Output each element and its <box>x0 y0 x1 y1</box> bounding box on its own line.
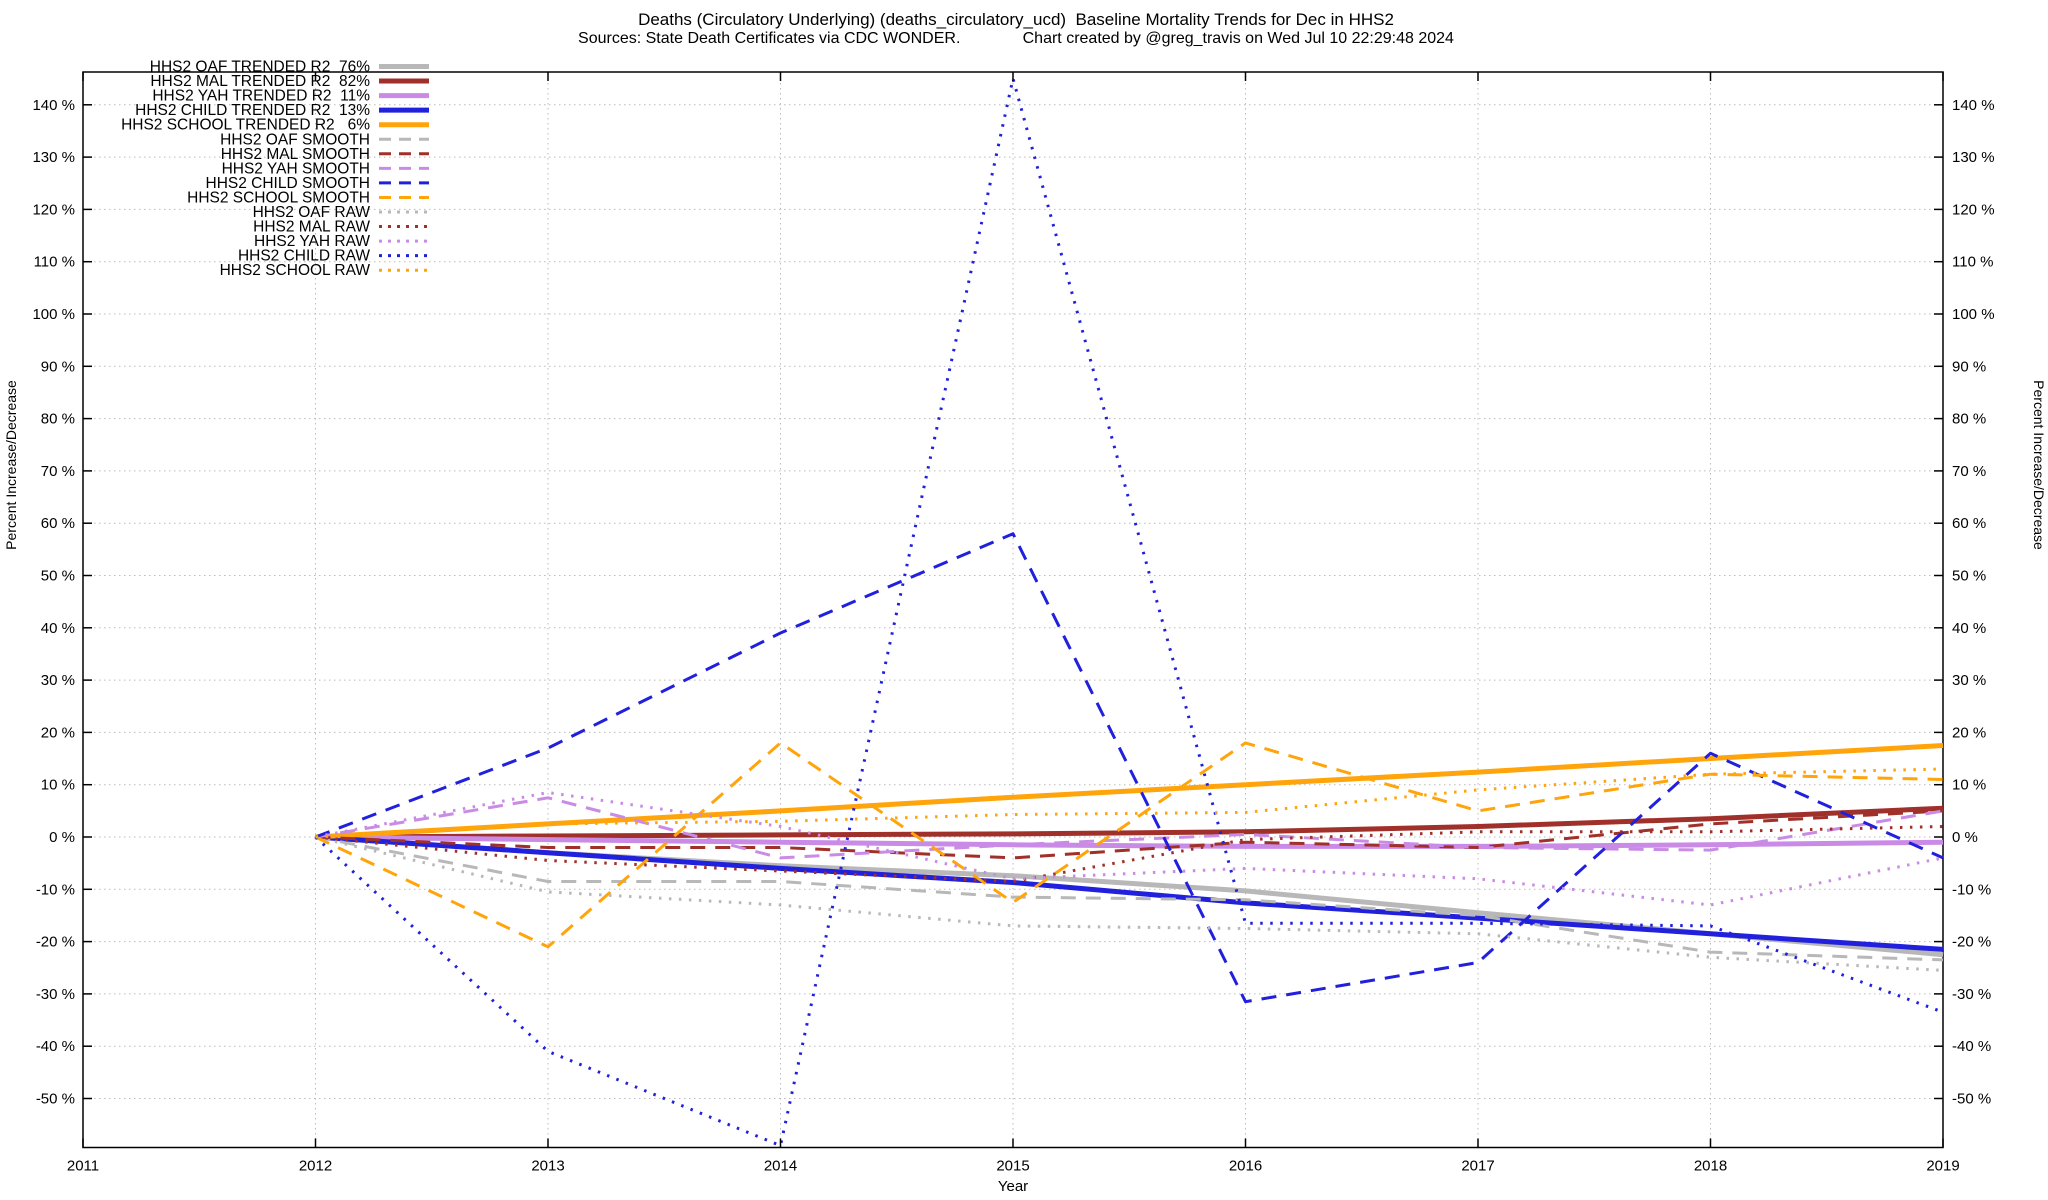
series-line-school-trended <box>315 743 1944 840</box>
axis-ticks <box>82 72 1944 1148</box>
y-tick-label-left: 80 % <box>41 411 75 428</box>
y-tick-label-left: 60 % <box>41 515 75 532</box>
legend-label-school-raw: HHS2 SCHOOL RAW <box>220 262 371 279</box>
y-tick-label-left: 120 % <box>32 201 75 218</box>
data-series <box>314 77 1944 1148</box>
y-tick-label-left: -50 % <box>36 1091 75 1108</box>
y-tick-label-left: -10 % <box>36 881 75 898</box>
y-tick-label-right: 20 % <box>1952 724 1986 741</box>
y-tick-label-left: -40 % <box>36 1038 75 1055</box>
series-line-child-smooth <box>314 532 1944 1004</box>
y-tick-label-right: -20 % <box>1952 934 1991 951</box>
y-tick-label-right: 40 % <box>1952 620 1986 637</box>
y-tick-label-right: 50 % <box>1952 568 1986 585</box>
x-tick-label: 2016 <box>1229 1158 1262 1175</box>
y-tick-label-right: 110 % <box>1952 254 1993 271</box>
legend-label-mal-trended: HHS2 MAL TRENDED R2 82% <box>150 73 370 90</box>
y-tick-label-right: 10 % <box>1952 777 1986 794</box>
y-tick-label-left: 40 % <box>41 620 75 637</box>
y-tick-label-right: -50 % <box>1952 1091 1991 1108</box>
series-line-mal-smooth <box>315 809 1944 860</box>
y-tick-label-right: 90 % <box>1952 358 1986 375</box>
series-line-yah-raw <box>315 791 1944 907</box>
y-tick-label-left: 70 % <box>41 463 75 480</box>
y-tick-label-right: 100 % <box>1952 306 1995 323</box>
y-tick-label-left: 50 % <box>41 568 75 585</box>
series-line-oaf-smooth <box>315 835 1944 962</box>
series-line-child-trended <box>315 834 1944 952</box>
series-line-school-raw <box>315 767 1944 839</box>
y-tick-label-right: 30 % <box>1952 672 1986 689</box>
legend-label-child-trended: HHS2 CHILD TRENDED R2 13% <box>135 102 370 119</box>
legend-label-oaf-raw: HHS2 OAF RAW <box>253 204 371 221</box>
series-line-yah-smooth <box>315 796 1944 860</box>
y-tick-label-left: 110 % <box>34 254 75 271</box>
axis-tick-labels: 140 % 140 % 130 % 130 % 120 % 120 % 110 % 110 %… <box>32 97 1994 1175</box>
legend-label-oaf-smooth: HHS2 OAF SMOOTH <box>220 131 370 148</box>
x-tick-label: 2013 <box>531 1158 564 1175</box>
y-axis-label-right: Percent Increase/Decrease <box>2031 380 2047 550</box>
y-tick-label-right: -30 % <box>1952 986 1991 1003</box>
y-tick-label-right: 80 % <box>1952 411 1986 428</box>
x-tick-label: 2018 <box>1694 1158 1727 1175</box>
chart-legend: HHS2 OAF TRENDED R2 76%HHS2 MAL TRENDED … <box>121 59 429 279</box>
legend-label-child-smooth: HHS2 CHILD SMOOTH <box>206 175 371 192</box>
y-tick-label-right: 120 % <box>1952 201 1995 218</box>
y-tick-label-left: 130 % <box>32 149 75 166</box>
x-tick-label: 2017 <box>1461 1158 1494 1175</box>
y-tick-label-left: 90 % <box>41 358 75 375</box>
x-tick-label: 2011 <box>67 1158 99 1175</box>
y-tick-label-left: 20 % <box>41 724 75 741</box>
legend-label-school-smooth: HHS2 SCHOOL SMOOTH <box>187 189 370 206</box>
x-axis-label: Year <box>998 1178 1028 1195</box>
legend-label-yah-trended: HHS2 YAH TRENDED R2 11% <box>152 88 370 105</box>
y-tick-label-left: -20 % <box>36 934 75 951</box>
y-tick-label-right: 70 % <box>1952 463 1986 480</box>
legend-label-mal-raw: HHS2 MAL RAW <box>253 219 370 236</box>
y-tick-label-right: 60 % <box>1952 515 1986 532</box>
legend-label-school-trended: HHS2 SCHOOL TRENDED R2 6% <box>121 117 370 134</box>
legend-label-child-raw: HHS2 CHILD RAW <box>238 248 370 265</box>
y-tick-label-left: 0 % <box>49 829 75 846</box>
x-tick-label: 2012 <box>299 1158 332 1175</box>
y-tick-label-left: 140 % <box>32 97 75 114</box>
chart-subtitle: Sources: State Death Certificates via CD… <box>578 30 1454 47</box>
series-line-mal-trended <box>315 805 1944 840</box>
chart-title: Deaths (Circulatory Underlying) (deaths_… <box>638 10 1394 29</box>
series-line-yah-trended <box>315 834 1944 849</box>
x-tick-label: 2019 <box>1926 1158 1959 1175</box>
y-tick-label-right: 140 % <box>1952 97 1995 114</box>
y-tick-label-left: 10 % <box>41 777 75 794</box>
y-tick-label-left: 100 % <box>32 306 75 323</box>
y-tick-label-right: -40 % <box>1952 1038 1991 1055</box>
series-line-mal-raw <box>315 825 1944 883</box>
x-tick-label: 2014 <box>764 1158 797 1175</box>
legend-label-yah-smooth: HHS2 YAH SMOOTH <box>222 160 370 177</box>
y-tick-label-left: 30 % <box>41 672 75 689</box>
y-tick-label-right: 0 % <box>1952 829 1978 846</box>
legend-label-oaf-trended: HHS2 OAF TRENDED R2 76% <box>150 59 370 76</box>
y-tick-label-left: -30 % <box>36 986 75 1003</box>
y-axis-label-left: Percent Increase/Decrease <box>3 380 19 550</box>
y-tick-label-right: 130 % <box>1952 149 1995 166</box>
series-line-child-raw <box>314 77 1944 1148</box>
x-tick-label: 2015 <box>996 1158 1029 1175</box>
y-tick-label-right: -10 % <box>1952 881 1991 898</box>
series-line-oaf-raw <box>315 835 1944 972</box>
legend-label-mal-smooth: HHS2 MAL SMOOTH <box>221 146 370 163</box>
series-line-school-smooth <box>314 741 1944 949</box>
legend-label-yah-raw: HHS2 YAH RAW <box>254 233 370 250</box>
